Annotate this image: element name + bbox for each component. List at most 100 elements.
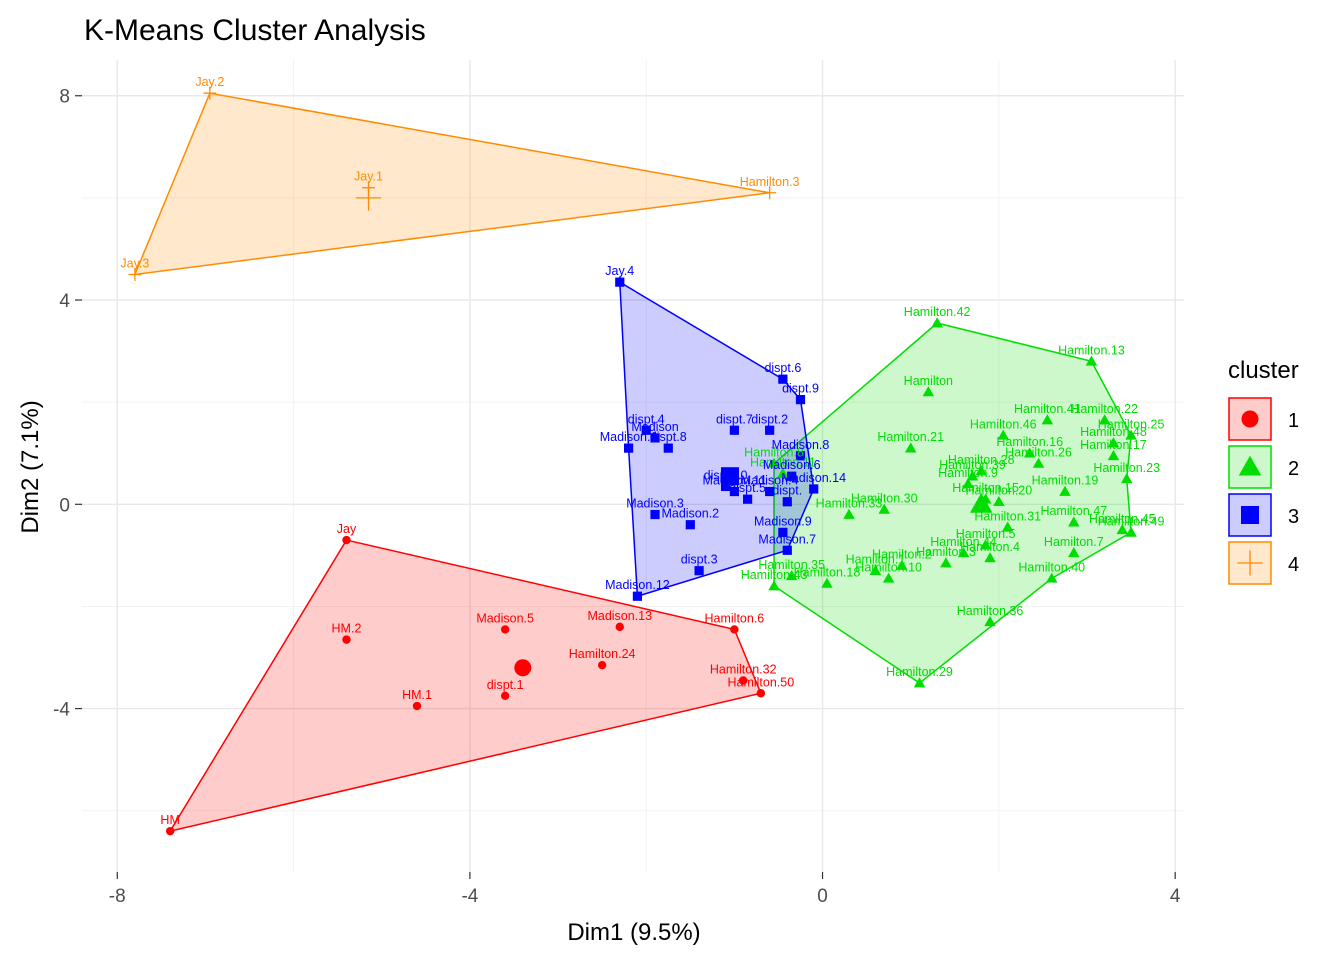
data-point xyxy=(500,625,510,634)
data-point xyxy=(869,564,882,576)
point-label: Hamilton.29 xyxy=(886,665,953,679)
data-point xyxy=(1125,526,1137,537)
data-point xyxy=(777,467,789,478)
x-tick-label: -4 xyxy=(461,886,478,907)
point-label: Madison.14 xyxy=(781,471,846,485)
data-point xyxy=(904,442,917,453)
point-label: Jay.4 xyxy=(605,264,634,278)
point-label: Jay.3 xyxy=(120,256,149,270)
x-tick-label: 4 xyxy=(1170,886,1181,907)
data-point xyxy=(957,547,970,558)
legend-key-3: 3 xyxy=(1228,493,1299,537)
data-point xyxy=(1041,414,1054,425)
legend-key-4: 4 xyxy=(1228,541,1299,585)
data-point xyxy=(778,527,788,537)
data-point xyxy=(1116,524,1129,535)
point-label: HM xyxy=(160,813,179,827)
point-label: Hamilton.43 xyxy=(741,568,808,582)
data-point xyxy=(597,660,607,670)
data-point xyxy=(743,494,753,504)
data-point xyxy=(165,826,175,836)
point-label: Hamilton.45 xyxy=(1089,512,1156,526)
data-point xyxy=(756,689,766,698)
point-label: Hamilton.7 xyxy=(1044,535,1104,549)
data-point xyxy=(809,484,819,494)
data-point xyxy=(913,677,926,688)
data-point xyxy=(765,425,775,435)
data-point xyxy=(993,495,1005,507)
data-point xyxy=(615,622,624,632)
point-label: Madison.5 xyxy=(476,611,534,625)
point-label: Hamilton.18 xyxy=(794,565,861,579)
data-point xyxy=(1032,457,1045,468)
data-point xyxy=(1098,414,1111,425)
point-label: Hamilton.31 xyxy=(974,509,1041,523)
data-point xyxy=(1120,473,1133,484)
data-point xyxy=(650,509,660,520)
legend-symbol xyxy=(1241,410,1259,428)
point-label: dispt.8 xyxy=(650,430,687,444)
cluster-hull-2 xyxy=(773,322,1132,684)
point-label: dispt.7 xyxy=(716,412,753,426)
legend-symbol xyxy=(1241,506,1259,524)
data-point xyxy=(720,481,731,492)
point-label: Hamilton.36 xyxy=(957,604,1024,618)
point-label: Hamilton.30 xyxy=(851,491,918,505)
point-label: Hamilton.20 xyxy=(966,484,1033,498)
point-label: Madison.8 xyxy=(772,438,830,452)
cluster-center-2 xyxy=(969,493,993,513)
point-label: Jay xyxy=(337,522,357,536)
point-label: Hamilton.22 xyxy=(1071,402,1138,416)
legend-symbol xyxy=(1237,550,1263,576)
data-point xyxy=(632,591,643,601)
point-label: Jay.1 xyxy=(354,170,383,184)
data-point xyxy=(1107,437,1120,448)
point-label: Hamilton.21 xyxy=(877,430,944,444)
point-label: Hamilton.13 xyxy=(1058,343,1125,357)
cluster-center-1 xyxy=(514,659,532,677)
point-label: dispt.3 xyxy=(681,553,718,567)
point-label: Madison.1 xyxy=(600,430,658,444)
data-point xyxy=(778,374,788,384)
point-label: Hamilton.9 xyxy=(938,466,998,480)
data-point xyxy=(739,676,748,685)
data-point xyxy=(940,557,952,568)
point-label: Hamilton.48 xyxy=(1080,425,1147,439)
cluster-hulls xyxy=(133,92,1132,833)
data-point xyxy=(979,539,992,550)
point-label: Hamilton.47 xyxy=(1040,504,1107,518)
point-label: Hamilton.40 xyxy=(1018,560,1085,574)
data-point xyxy=(795,451,806,461)
data-point xyxy=(843,508,855,519)
point-label: Hamilton.19 xyxy=(1032,474,1099,488)
point-label: Hamilton.28 xyxy=(948,453,1015,467)
point-label: Madison.12 xyxy=(605,578,670,592)
point-label: Hamilton.26 xyxy=(1005,445,1072,459)
point-label: Hamilton.6 xyxy=(705,611,765,625)
point-label: HM.2 xyxy=(332,622,362,636)
data-point xyxy=(615,277,625,287)
point-label: Hamilton.3 xyxy=(916,545,976,559)
point-label: Hamilton.46 xyxy=(970,417,1037,431)
point-label: Hamilton.16 xyxy=(996,435,1063,449)
point-label: Hamilton.1 xyxy=(846,553,906,567)
point-label: Hamilton.24 xyxy=(569,647,636,661)
point-label: dispt.10 xyxy=(704,468,748,482)
data-point xyxy=(342,635,351,644)
point-label: Madison.7 xyxy=(758,532,816,546)
y-tick-label: 4 xyxy=(59,291,70,312)
point-label: Hamilton.10 xyxy=(855,560,922,574)
y-tick-label: -4 xyxy=(53,700,70,721)
data-point xyxy=(1125,429,1137,440)
point-label: Madison.4 xyxy=(741,474,799,488)
point-label: Hamilton.8 xyxy=(744,445,804,459)
data-point xyxy=(685,520,695,530)
data-point xyxy=(787,471,797,481)
legend-key-1: 1 xyxy=(1228,397,1299,441)
point-label: Madison.9 xyxy=(754,514,812,528)
point-label: dispt.2 xyxy=(751,412,788,426)
point-label: Hamilton.3 xyxy=(740,175,800,189)
point-label: Hamilton.32 xyxy=(710,662,777,676)
data-point xyxy=(729,486,739,497)
